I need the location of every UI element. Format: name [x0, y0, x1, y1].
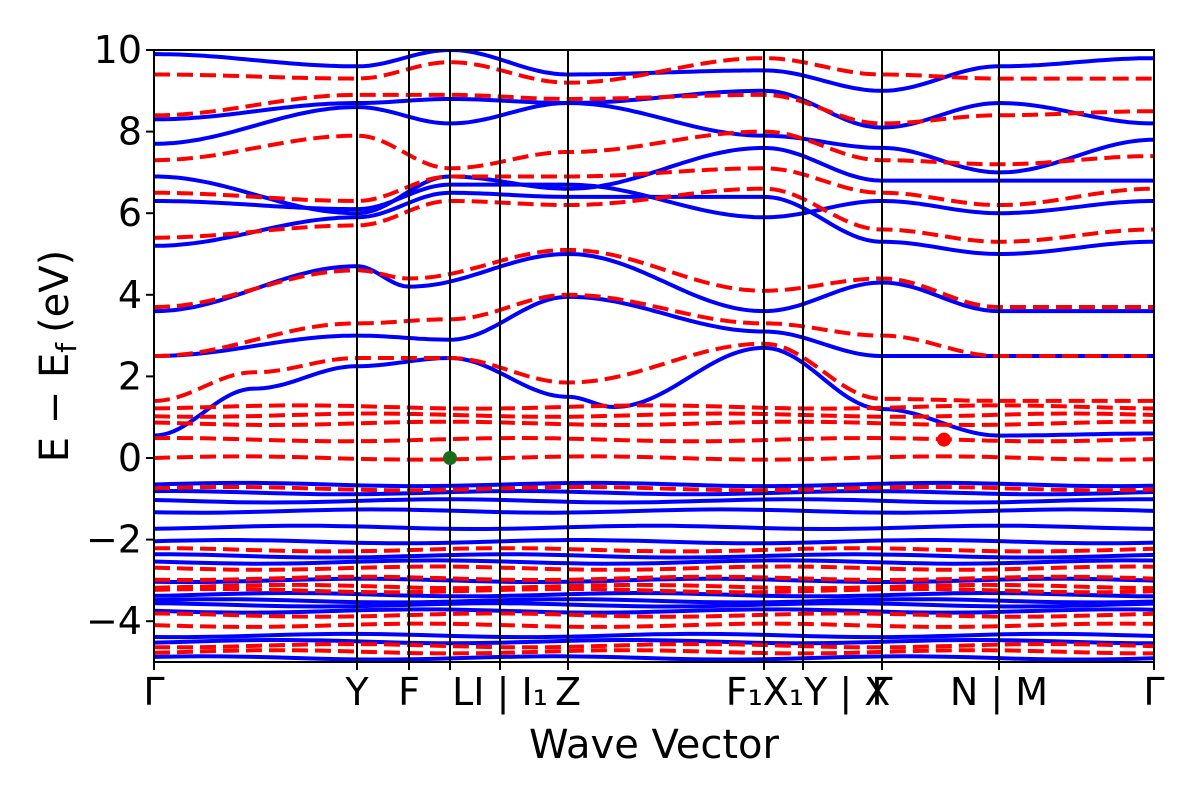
x-tick-label-7: N | M [950, 670, 1048, 715]
x-axis-label: Wave Vector [529, 722, 780, 768]
solid-flat-band-9 [154, 590, 1154, 599]
solid-band-8 [154, 50, 1154, 93]
markers-layer [443, 432, 951, 465]
solid-flat-band-5 [154, 538, 1154, 546]
solid-flat-band-15 [154, 654, 1154, 662]
cbm-marker [937, 432, 951, 447]
bands-layer [154, 50, 1154, 662]
y-tick-label-2: 6 [118, 191, 142, 235]
dashed-band-0 [154, 341, 1154, 403]
solid-band-1 [154, 294, 1154, 358]
dashed-flat-band-14 [154, 648, 1154, 656]
y-axis-label-unit: (eV) [32, 250, 78, 333]
solid-band-5 [154, 145, 1154, 216]
dashed-flat-band-2 [154, 419, 1154, 428]
solid-flat-band-2 [154, 497, 1154, 505]
x-tick-label-8: Γ [1143, 670, 1164, 714]
x-tick-label-0: Γ [143, 670, 164, 714]
dashed-flat-band-13 [154, 642, 1154, 650]
dashed-flat-band-3 [154, 411, 1154, 419]
dashed-flat-band-4 [154, 403, 1154, 411]
y-axis-ticks: 10 8 6 4 2 0 −2 −4 [86, 28, 154, 643]
solid-flat-band-13 [154, 631, 1154, 640]
solid-flat-band-3 [154, 507, 1154, 515]
y-tick-label-6: −2 [86, 518, 142, 562]
solid-flat-band-7 [154, 558, 1154, 566]
dashed-flat-band-1 [154, 435, 1154, 444]
x-tick-label-6: Γ [871, 670, 892, 714]
solid-flat-band-11 [154, 601, 1154, 609]
dashed-flat-band-7 [154, 564, 1154, 572]
y-tick-label-7: −4 [86, 599, 142, 643]
solid-band-6 [154, 100, 1154, 175]
y-axis-label: E − Ef (eV) [32, 250, 83, 463]
y-tick-label-0: 10 [94, 28, 142, 72]
solid-band-2 [154, 251, 1154, 314]
dashed-band-5 [154, 129, 1154, 171]
dashed-band-1 [154, 292, 1154, 358]
kpoint-lines [356, 50, 1000, 662]
dashed-band-4 [154, 166, 1154, 207]
plot-frame [153, 49, 1155, 663]
y-axis-label-subscript: f [50, 342, 83, 353]
solid-band-7 [154, 88, 1154, 130]
dashed-flat-band-10 [154, 587, 1154, 595]
dashed-flat-band-6 [154, 546, 1154, 554]
y-tick-label-1: 8 [118, 110, 142, 154]
dashed-band-7 [154, 56, 1154, 85]
dashed-flat-band-0 [154, 454, 1154, 462]
x-tick-label-2: F [398, 670, 420, 714]
dashed-flat-band-9 [154, 582, 1154, 591]
solid-band-0 [154, 345, 1154, 438]
dashed-flat-band-5 [154, 485, 1154, 493]
dashed-flat-band-8 [154, 574, 1154, 583]
solid-flat-band-6 [154, 552, 1154, 560]
solid-flat-band-10 [154, 597, 1154, 605]
x-tick-label-3: LI | I₁ [452, 670, 548, 715]
x-tick-label-1: Y [344, 670, 369, 714]
vbm-marker [443, 451, 457, 465]
y-tick-label-3: 4 [118, 273, 142, 317]
y-axis-label-main: E − E [32, 353, 78, 463]
y-tick-label-5: 0 [118, 436, 142, 480]
dashed-band-6 [154, 92, 1154, 126]
y-tick-label-4: 2 [118, 354, 142, 398]
x-tick-label-4: Z [555, 670, 581, 714]
x-tick-label-5: F₁X₁Y | X [726, 670, 891, 715]
solid-flat-band-1 [154, 488, 1154, 497]
solid-flat-band-14 [154, 638, 1154, 646]
dashed-flat-band-11 [154, 611, 1154, 619]
dashed-flat-band-12 [154, 621, 1154, 629]
dashed-band-2 [154, 247, 1154, 309]
solid-band-3 [154, 190, 1154, 256]
solid-flat-band-4 [154, 523, 1154, 531]
solid-flat-band-0 [154, 480, 1154, 489]
dashed-band-3 [154, 186, 1154, 244]
solid-flat-band-12 [154, 607, 1154, 615]
